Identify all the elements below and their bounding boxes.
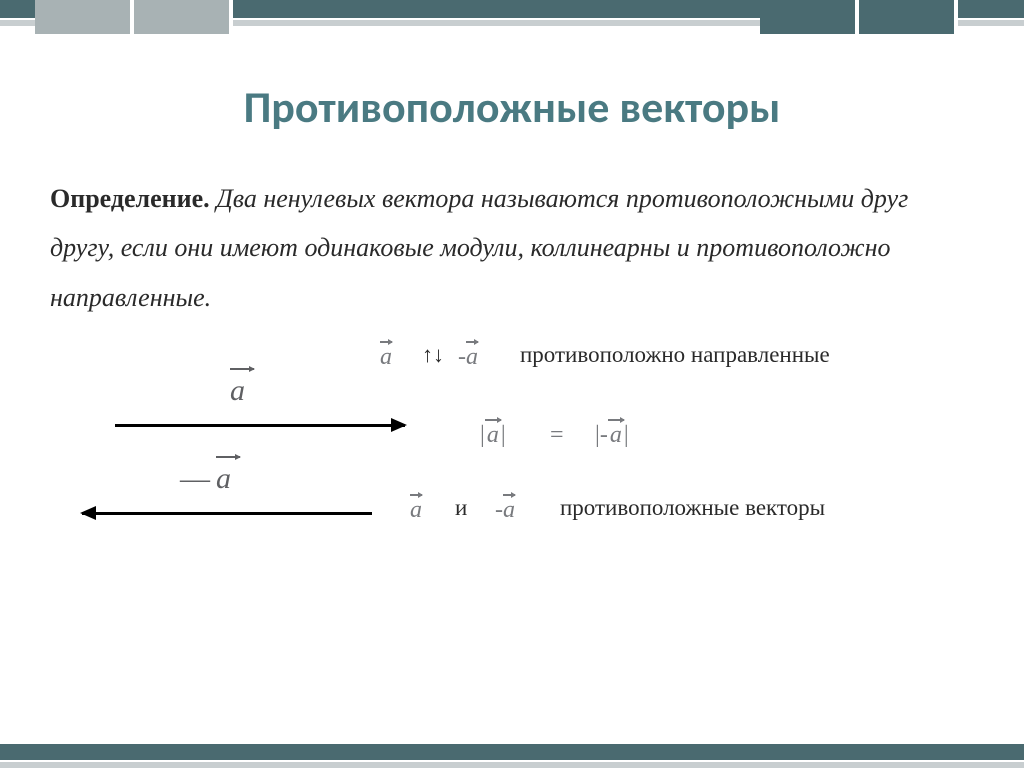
slide-title: Противоположные векторы — [50, 80, 974, 134]
label-opp-directed: противоположно направленные — [520, 342, 830, 368]
label-opp-vectors: противоположные векторы — [560, 495, 825, 521]
mod-a: |a| — [480, 422, 506, 449]
arrow-a-right — [115, 424, 405, 427]
vec-neg-a-small-1: -a — [458, 344, 488, 371]
label-vec-a: a — [230, 374, 254, 408]
arrow-neg-a-left — [82, 512, 372, 515]
tab-3 — [760, 0, 855, 34]
label-vec-neg-a: —a — [180, 462, 240, 496]
tab-gap-4 — [954, 0, 958, 34]
tab-2 — [134, 0, 229, 34]
vec-a-small-1: a — [380, 344, 392, 371]
tab-gap-2 — [229, 0, 233, 34]
updown-symbol: ↑↓ — [422, 342, 444, 368]
tab-4 — [859, 0, 954, 34]
eq-sign: = — [550, 422, 564, 449]
mod-neg-a: |-a| — [595, 422, 629, 449]
slide-top-border — [0, 0, 1024, 40]
label-and: и — [455, 495, 467, 521]
tab-1 — [35, 0, 130, 34]
definition-lead: Определение. — [50, 184, 210, 213]
slide-content: Противоположные векторы Определение. Два… — [0, 60, 1024, 738]
vec-a-small-2: a — [410, 497, 422, 524]
diagram-area: a ↑↓ -a противоположно направленные a |a… — [50, 332, 974, 612]
vec-neg-a-small-2: -a — [495, 497, 515, 524]
slide-bottom-stripe-light — [0, 762, 1024, 768]
definition-text: Определение. Два ненулевых вектора назыв… — [50, 174, 974, 322]
